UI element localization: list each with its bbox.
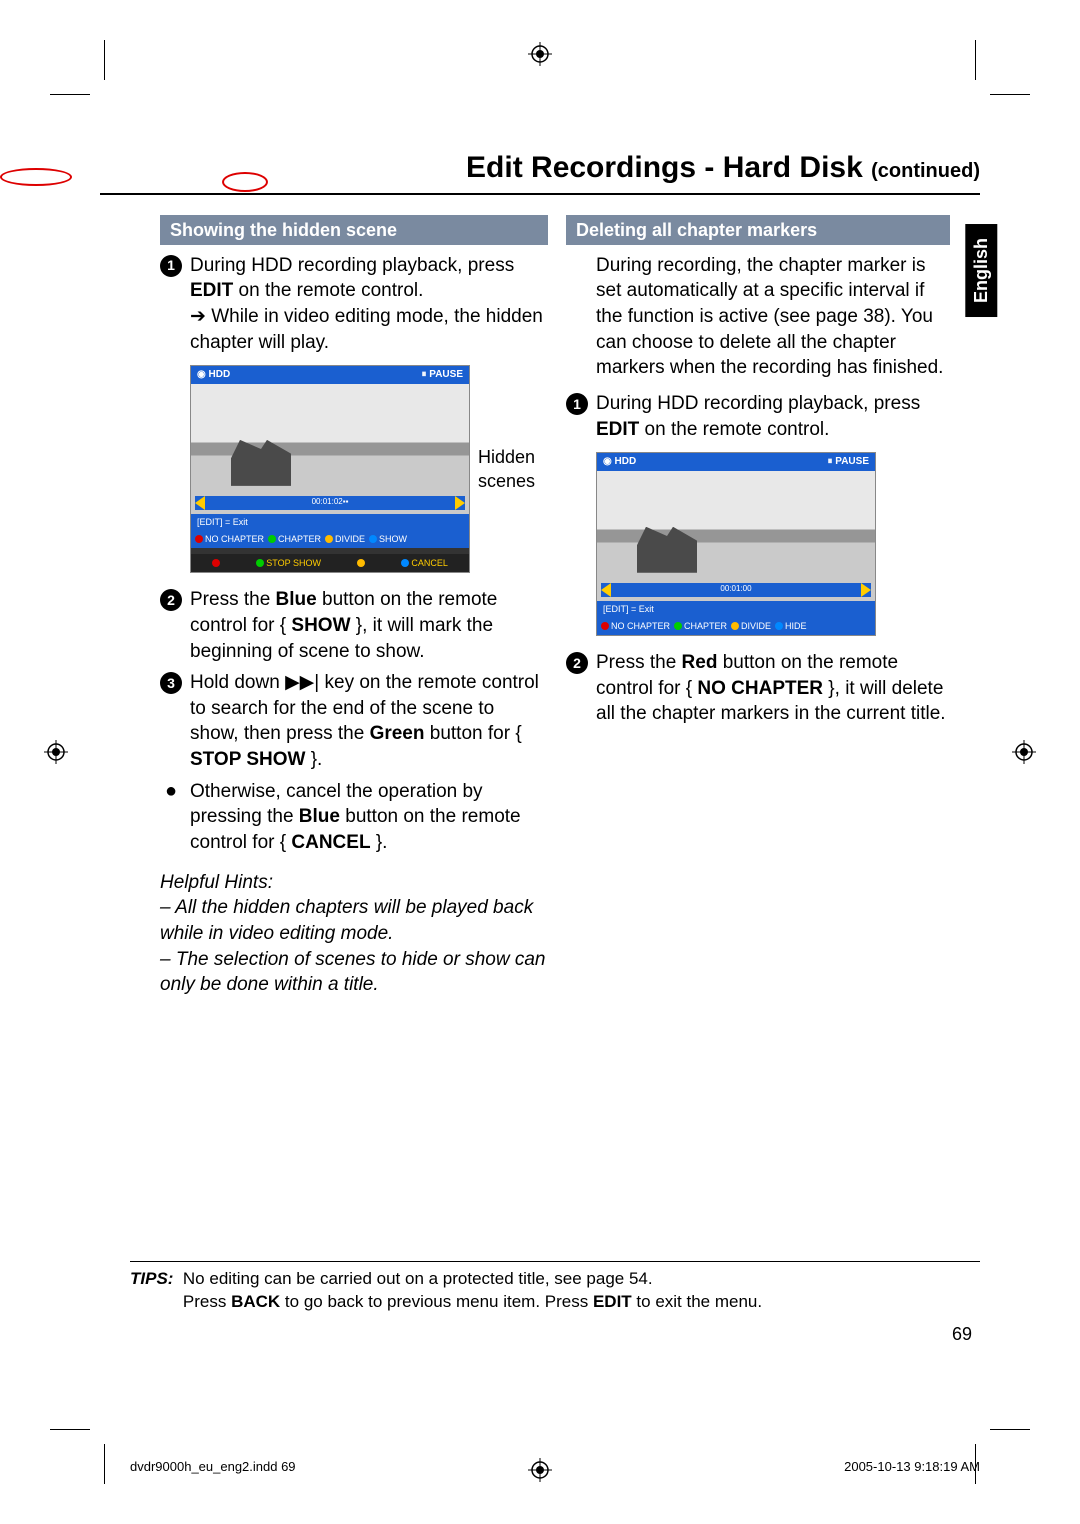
helpful-hints: Helpful Hints: – All the hidden chapters… bbox=[160, 870, 548, 998]
language-tab: English bbox=[965, 224, 997, 317]
step-badge-2: 2 bbox=[566, 652, 588, 674]
hints-title: Helpful Hints: bbox=[160, 870, 548, 896]
registration-mark-icon bbox=[528, 42, 552, 66]
crop-mark bbox=[975, 40, 976, 80]
step-1-text: During HDD recording playback, press EDI… bbox=[190, 253, 548, 356]
footer-file: dvdr9000h_eu_eng2.indd 69 bbox=[130, 1458, 296, 1476]
step-2-text: Press the Blue button on the remote cont… bbox=[190, 587, 548, 664]
registration-mark-icon bbox=[44, 740, 68, 764]
step-2-text: Press the Red button on the remote contr… bbox=[596, 650, 950, 727]
section-heading: Showing the hidden scene bbox=[160, 215, 548, 245]
hint-2: – The selection of scenes to hide or sho… bbox=[160, 947, 548, 998]
section-heading: Deleting all chapter markers bbox=[566, 215, 950, 245]
hint-1: – All the hidden chapters will be played… bbox=[160, 895, 548, 946]
registration-mark-icon bbox=[1012, 740, 1036, 764]
step-badge-1: 1 bbox=[566, 393, 588, 415]
step-badge-3: 3 bbox=[160, 672, 182, 694]
screenshot-left: ◉ HDD⏸ PAUSE 00:01:02 ▪▪ [EDIT] = Exit N… bbox=[190, 365, 470, 573]
crop-mark bbox=[50, 94, 90, 95]
crop-mark bbox=[990, 1429, 1030, 1430]
step-3-text: Hold down ▶▶| key on the remote control … bbox=[190, 670, 548, 773]
crop-mark bbox=[104, 1444, 105, 1484]
screenshot-caption: Hidden scenes bbox=[478, 445, 548, 494]
crop-mark bbox=[50, 1429, 90, 1430]
left-column: Showing the hidden scene 1 During HDD re… bbox=[160, 215, 548, 998]
highlight-circle-icon bbox=[222, 172, 268, 192]
step-1-text: During HDD recording playback, press EDI… bbox=[596, 391, 950, 442]
intro-text: During recording, the chapter marker is … bbox=[566, 253, 950, 381]
step-badge-1: 1 bbox=[160, 255, 182, 277]
footer-timestamp: 2005-10-13 9:18:19 AM bbox=[844, 1458, 980, 1476]
title-continued: (continued) bbox=[871, 160, 980, 182]
page-number: 69 bbox=[952, 1322, 972, 1346]
bullet-icon: ● bbox=[160, 781, 182, 856]
step-1-result: While in video editing mode, the hidden … bbox=[190, 304, 548, 355]
crop-mark bbox=[104, 40, 105, 80]
crop-mark bbox=[990, 94, 1030, 95]
screenshot-right: ◉ HDD⏸ PAUSE 00:01:00 [EDIT] = Exit NO C… bbox=[596, 452, 876, 636]
title-main: Edit Recordings - Hard Disk bbox=[466, 151, 863, 184]
step-4-text: Otherwise, cancel the operation by press… bbox=[190, 779, 548, 856]
step-badge-2: 2 bbox=[160, 589, 182, 611]
highlight-circle-icon bbox=[0, 168, 72, 186]
tips-label: TIPS: bbox=[130, 1269, 173, 1288]
footer: dvdr9000h_eu_eng2.indd 69 2005-10-13 9:1… bbox=[130, 1458, 980, 1476]
right-column: Deleting all chapter markers During reco… bbox=[566, 215, 950, 998]
tips-bar: TIPS: No editing can be carried out on a… bbox=[130, 1261, 980, 1314]
